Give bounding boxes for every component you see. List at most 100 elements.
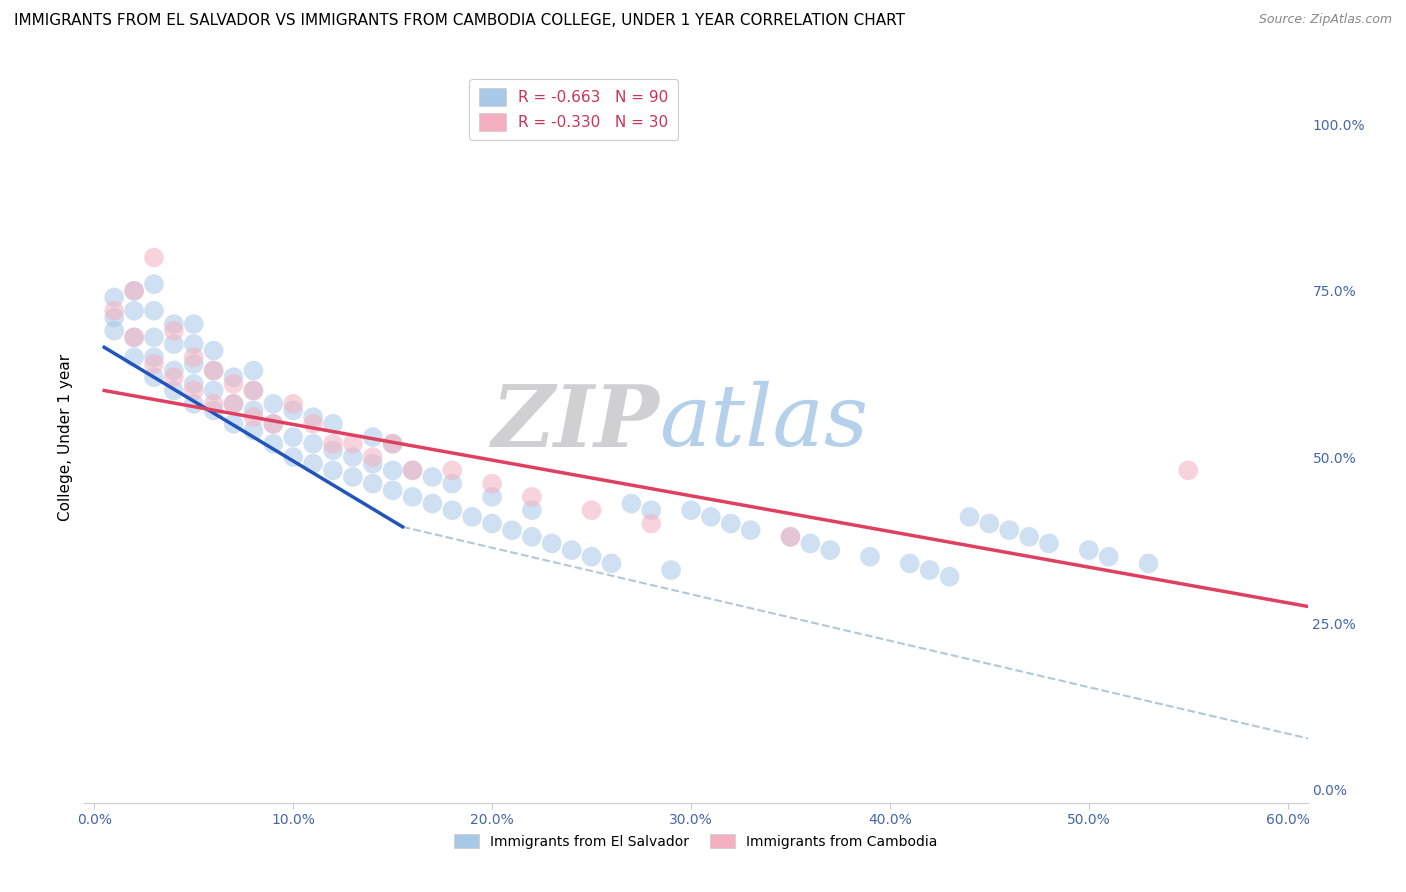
Point bbox=[143, 303, 166, 318]
Point bbox=[361, 476, 384, 491]
Point bbox=[242, 384, 264, 398]
Point bbox=[401, 463, 423, 477]
Point bbox=[302, 417, 325, 431]
Legend: Immigrants from El Salvador, Immigrants from Cambodia: Immigrants from El Salvador, Immigrants … bbox=[449, 829, 943, 855]
Point bbox=[242, 410, 264, 425]
Text: IMMIGRANTS FROM EL SALVADOR VS IMMIGRANTS FROM CAMBODIA COLLEGE, UNDER 1 YEAR CO: IMMIGRANTS FROM EL SALVADOR VS IMMIGRANT… bbox=[14, 13, 905, 29]
Point bbox=[620, 497, 643, 511]
Point bbox=[163, 324, 186, 338]
Point bbox=[122, 351, 145, 365]
Y-axis label: College, Under 1 year: College, Under 1 year bbox=[58, 353, 73, 521]
Point bbox=[720, 516, 742, 531]
Point bbox=[481, 490, 503, 504]
Point bbox=[859, 549, 882, 564]
Point bbox=[600, 557, 623, 571]
Point bbox=[202, 363, 225, 377]
Point bbox=[779, 530, 801, 544]
Point bbox=[979, 516, 1001, 531]
Point bbox=[361, 430, 384, 444]
Point bbox=[818, 543, 841, 558]
Point bbox=[183, 397, 205, 411]
Point bbox=[222, 417, 245, 431]
Point bbox=[242, 424, 264, 438]
Text: atlas: atlas bbox=[659, 381, 869, 464]
Point bbox=[361, 457, 384, 471]
Point bbox=[959, 509, 981, 524]
Point bbox=[283, 403, 305, 417]
Point bbox=[322, 443, 344, 458]
Point bbox=[779, 530, 801, 544]
Point bbox=[918, 563, 941, 577]
Point bbox=[422, 470, 444, 484]
Point bbox=[143, 370, 166, 384]
Point bbox=[998, 523, 1021, 537]
Point bbox=[342, 470, 364, 484]
Point bbox=[581, 503, 603, 517]
Point bbox=[481, 476, 503, 491]
Point bbox=[581, 549, 603, 564]
Point bbox=[242, 384, 264, 398]
Point bbox=[202, 343, 225, 358]
Point bbox=[183, 317, 205, 331]
Text: ZIP: ZIP bbox=[492, 381, 659, 464]
Point bbox=[441, 503, 464, 517]
Point bbox=[381, 436, 404, 450]
Point bbox=[659, 563, 682, 577]
Point bbox=[122, 330, 145, 344]
Point bbox=[700, 509, 723, 524]
Point bbox=[202, 384, 225, 398]
Point bbox=[302, 410, 325, 425]
Point bbox=[242, 363, 264, 377]
Point bbox=[163, 363, 186, 377]
Point bbox=[262, 436, 284, 450]
Point bbox=[799, 536, 821, 550]
Point bbox=[143, 277, 166, 292]
Point bbox=[679, 503, 702, 517]
Point bbox=[103, 324, 125, 338]
Point bbox=[302, 457, 325, 471]
Point bbox=[401, 490, 423, 504]
Point bbox=[1018, 530, 1040, 544]
Point bbox=[740, 523, 762, 537]
Point bbox=[143, 351, 166, 365]
Point bbox=[122, 330, 145, 344]
Point bbox=[183, 376, 205, 391]
Point bbox=[163, 370, 186, 384]
Point bbox=[381, 483, 404, 498]
Point bbox=[381, 436, 404, 450]
Point bbox=[143, 330, 166, 344]
Point bbox=[520, 490, 543, 504]
Point bbox=[122, 284, 145, 298]
Point bbox=[1098, 549, 1121, 564]
Point bbox=[103, 310, 125, 325]
Point bbox=[481, 516, 503, 531]
Point bbox=[938, 570, 960, 584]
Point bbox=[122, 303, 145, 318]
Point bbox=[422, 497, 444, 511]
Point bbox=[222, 376, 245, 391]
Point bbox=[441, 463, 464, 477]
Point bbox=[342, 436, 364, 450]
Point bbox=[561, 543, 583, 558]
Point bbox=[322, 463, 344, 477]
Point bbox=[1038, 536, 1060, 550]
Point bbox=[1177, 463, 1199, 477]
Point bbox=[222, 397, 245, 411]
Point bbox=[898, 557, 921, 571]
Point bbox=[262, 397, 284, 411]
Point bbox=[342, 450, 364, 464]
Point bbox=[283, 430, 305, 444]
Point bbox=[401, 463, 423, 477]
Point bbox=[540, 536, 562, 550]
Point bbox=[361, 450, 384, 464]
Point bbox=[322, 436, 344, 450]
Point bbox=[381, 463, 404, 477]
Point bbox=[1137, 557, 1160, 571]
Point bbox=[262, 417, 284, 431]
Point bbox=[322, 417, 344, 431]
Point bbox=[283, 450, 305, 464]
Point bbox=[143, 251, 166, 265]
Point bbox=[262, 417, 284, 431]
Point bbox=[501, 523, 523, 537]
Point bbox=[122, 284, 145, 298]
